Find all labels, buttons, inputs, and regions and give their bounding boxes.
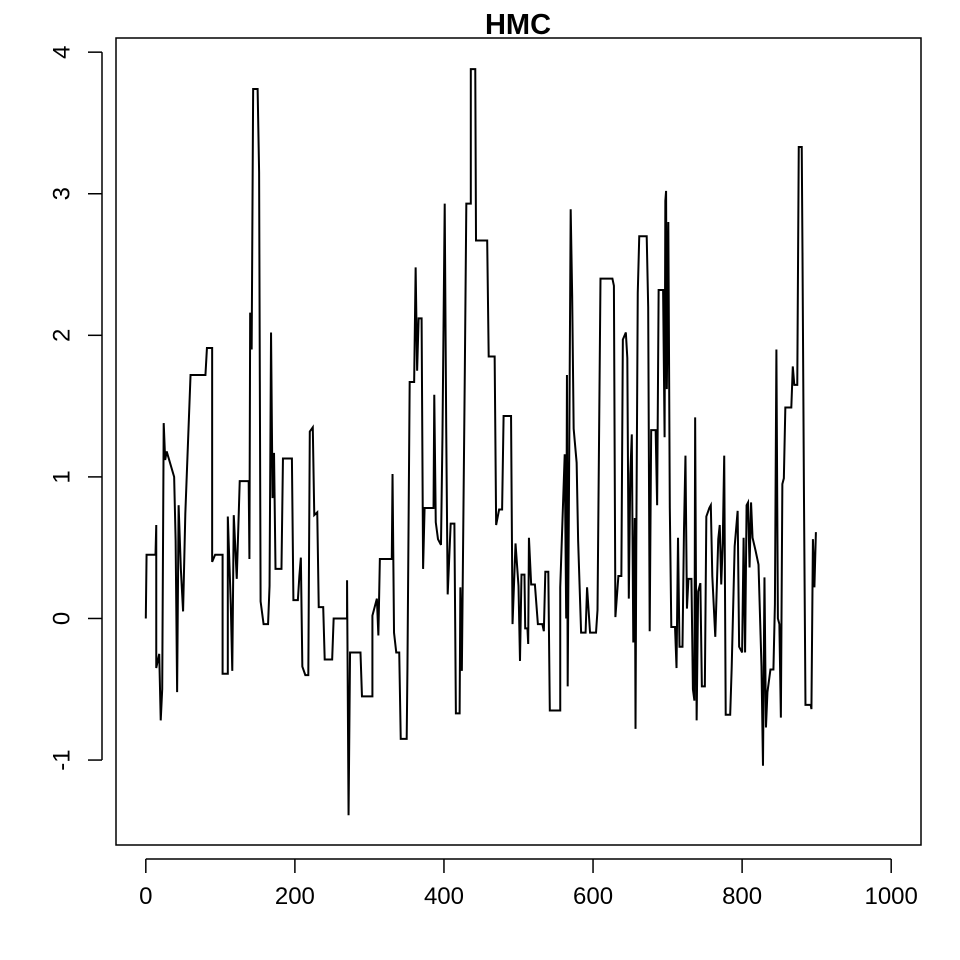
chart-title: HMC <box>485 9 551 41</box>
y-axis: -1 0 1 2 3 4 <box>49 45 103 771</box>
x-axis: 0 200 400 600 800 1000 <box>139 858 918 910</box>
plot-frame <box>115 37 922 846</box>
plot-area <box>115 37 922 846</box>
x-tick-label: 400 <box>424 883 464 910</box>
x-tick-label: 200 <box>275 883 315 910</box>
y-tick-label: 1 <box>49 470 76 483</box>
y-tick-label: 4 <box>49 45 76 58</box>
x-tick-label: 0 <box>139 883 152 910</box>
y-tick-label: 0 <box>49 612 76 625</box>
x-tick-label: 600 <box>573 883 613 910</box>
series-line <box>144 68 817 816</box>
y-tick-label: -1 <box>49 749 76 770</box>
x-tick-label: 1000 <box>864 883 917 910</box>
y-tick-label: 2 <box>49 329 76 342</box>
x-tick-label: 800 <box>722 883 762 910</box>
y-tick-label: 3 <box>49 187 76 200</box>
